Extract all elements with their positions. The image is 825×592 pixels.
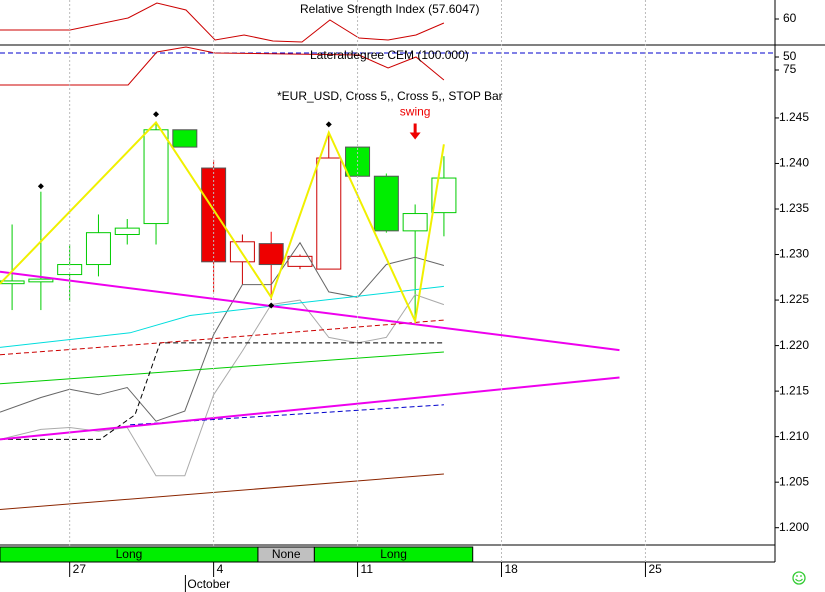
y-tick-label: 1.210 [779,429,809,443]
panel-plot [0,2,445,43]
y-tick-label: 75 [783,62,797,76]
panel-title: Relative Strength Index (57.6047) [300,2,479,16]
pivot-marker [325,121,332,128]
indicator-line [0,46,445,86]
candle-body [201,167,227,263]
y-tick-label: 1.215 [779,383,809,397]
indicator-line [0,285,444,348]
indicator-line [0,319,444,356]
panel-title: *EUR_USD, Cross 5,, Cross 5,, STOP Bar [277,89,503,103]
regime-label: None [272,547,301,561]
indicator-line [0,270,620,352]
pivot-marker [37,183,44,190]
y-tick-label: 1.205 [779,474,809,488]
x-tick-label: 25 [648,562,662,576]
panel-title: Lateraldegree CEM (100.000) [310,48,469,62]
indicator-line [0,241,445,422]
candle-body [402,213,428,232]
x-tick-label: 18 [505,562,519,576]
regime-label: Long [380,547,407,561]
pivot-marker [268,302,275,309]
candle-body [258,243,284,266]
x-tick-label: 27 [73,562,87,576]
candle-body [85,232,111,266]
annotation-text: swing [400,105,431,119]
month-label: October [187,577,230,591]
indicator-line [0,342,444,440]
y-tick-label: 1.225 [779,292,809,306]
pivot-marker [153,111,160,118]
panel-plot [0,46,775,86]
candle-body [143,129,169,225]
indicator-line [0,376,620,441]
candle-body [0,280,25,285]
indicator-line [0,120,445,325]
y-tick-label: 1.235 [779,201,809,215]
y-tick-label: 1.220 [779,338,809,352]
x-tick-label: 11 [361,562,374,576]
y-tick-label: 60 [783,11,797,25]
candle-body [28,278,54,283]
regime-label: Long [116,547,143,561]
panel-plot [0,111,620,510]
y-tick-label: 1.200 [779,520,809,534]
indicator-line [0,351,444,385]
status-icon [792,571,806,585]
x-tick-label: 4 [217,562,224,576]
signal-arrow [409,123,421,140]
candle-body [172,129,198,148]
indicator-line [0,294,445,477]
regime-segment [313,546,474,563]
indicator-line [0,2,445,43]
candle-body [345,146,371,177]
candle-body [114,227,140,235]
candle-body [287,255,313,267]
y-tick-label: 1.240 [779,156,809,170]
indicator-line [0,473,444,510]
candle-body [316,157,342,270]
y-tick-label: 1.230 [779,247,809,261]
y-tick-label: 1.245 [779,110,809,124]
y-tick-label: 50 [783,49,797,63]
candle-body [373,175,399,232]
